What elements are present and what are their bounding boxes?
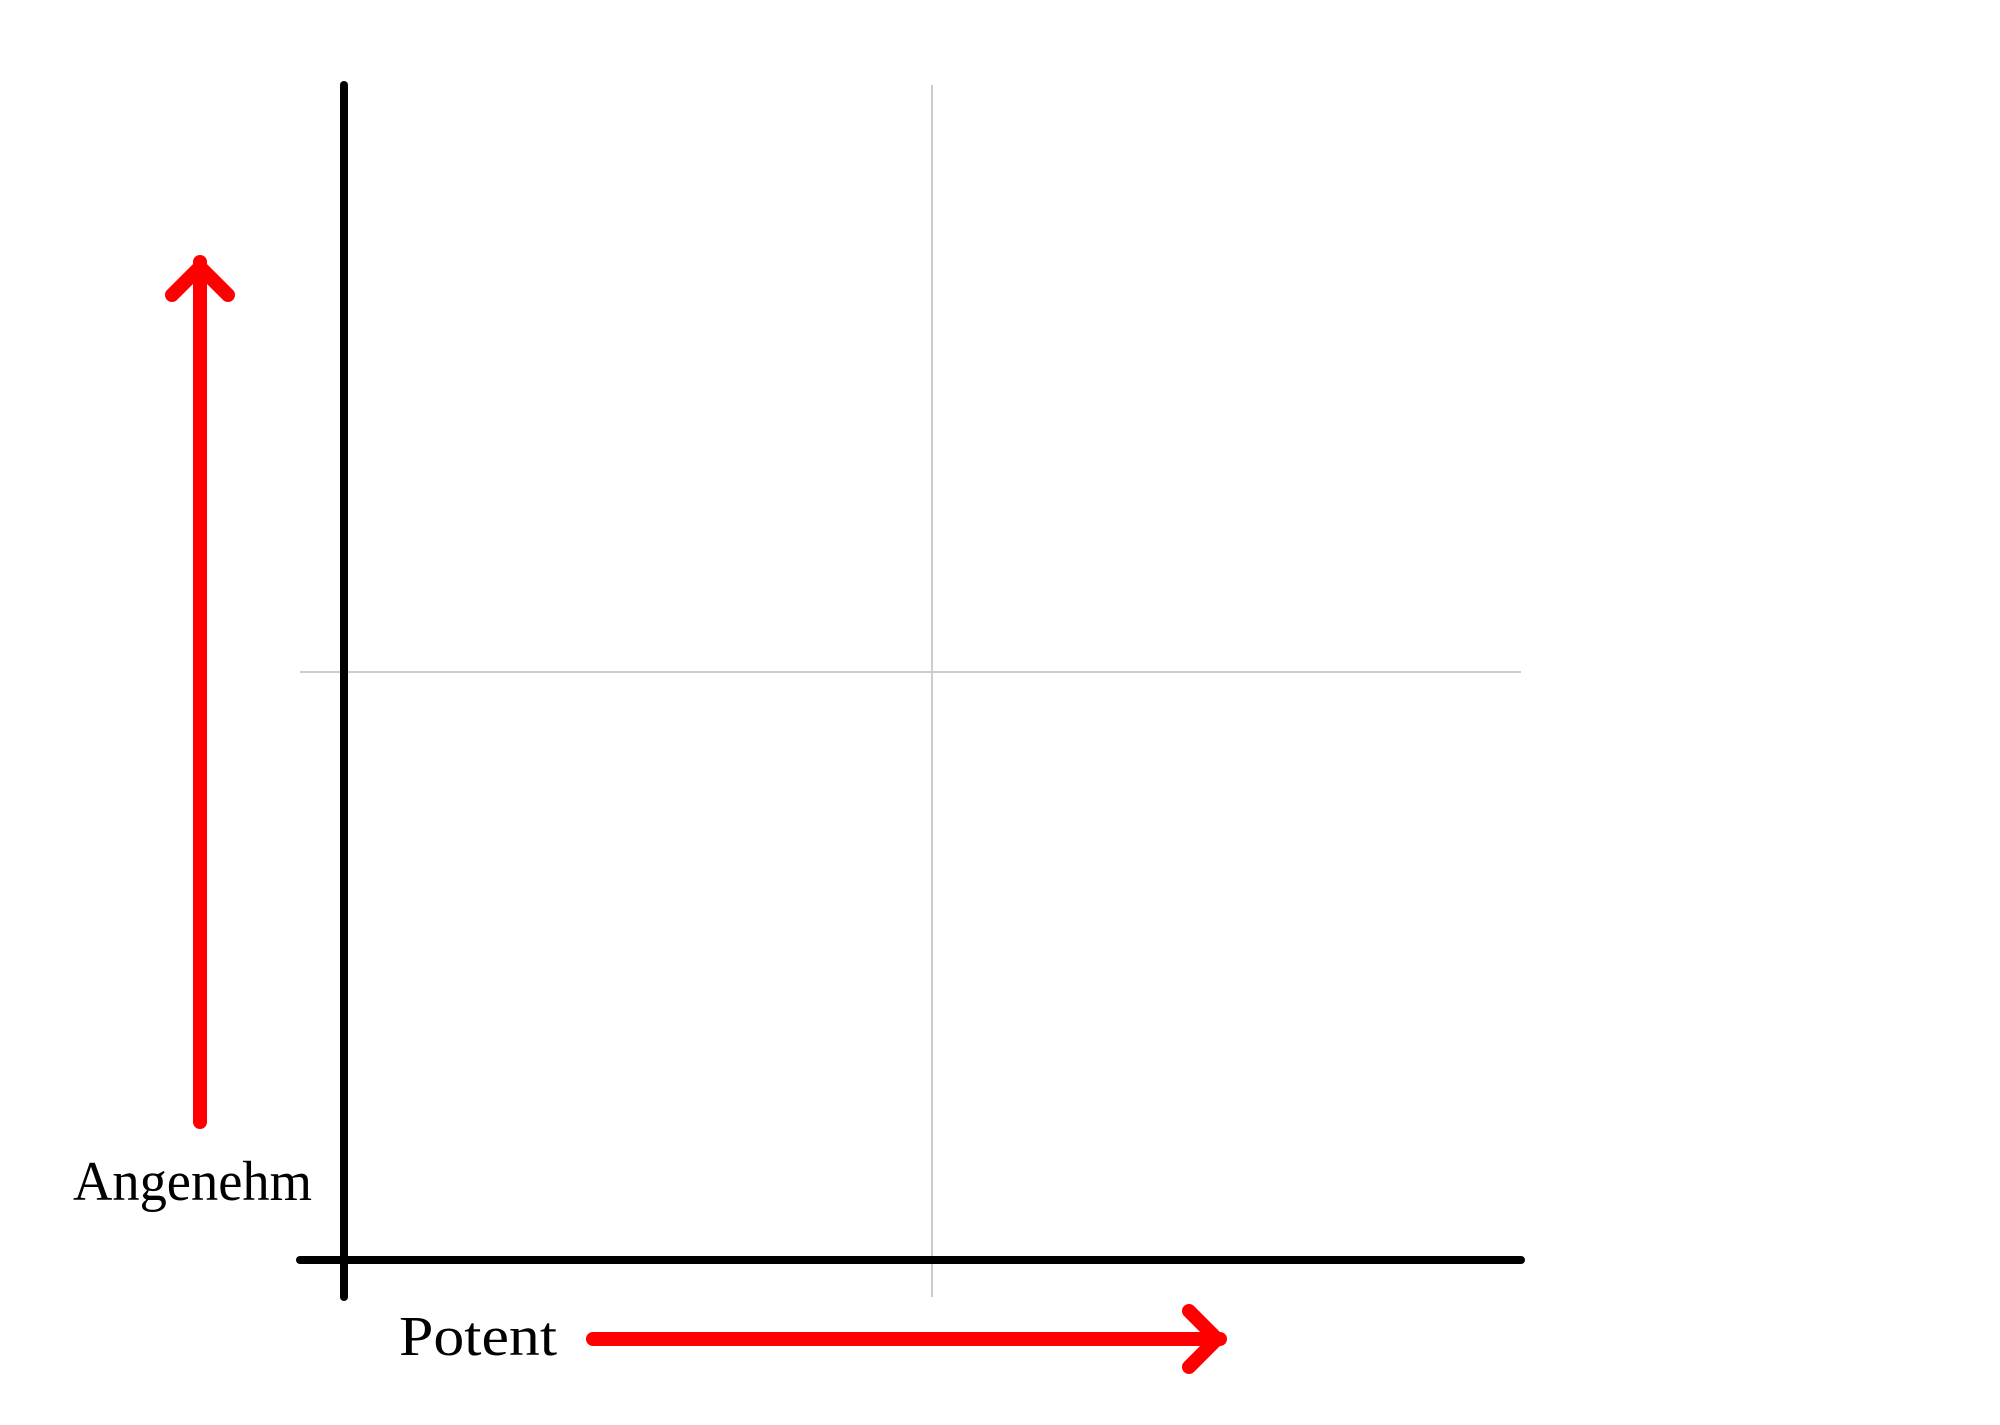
x-axis-label: Potent <box>399 1306 557 1368</box>
x-direction-arrow <box>586 1304 1227 1374</box>
y-direction-arrow <box>165 255 235 1129</box>
y-axis-label: Angenehm <box>73 1151 312 1213</box>
